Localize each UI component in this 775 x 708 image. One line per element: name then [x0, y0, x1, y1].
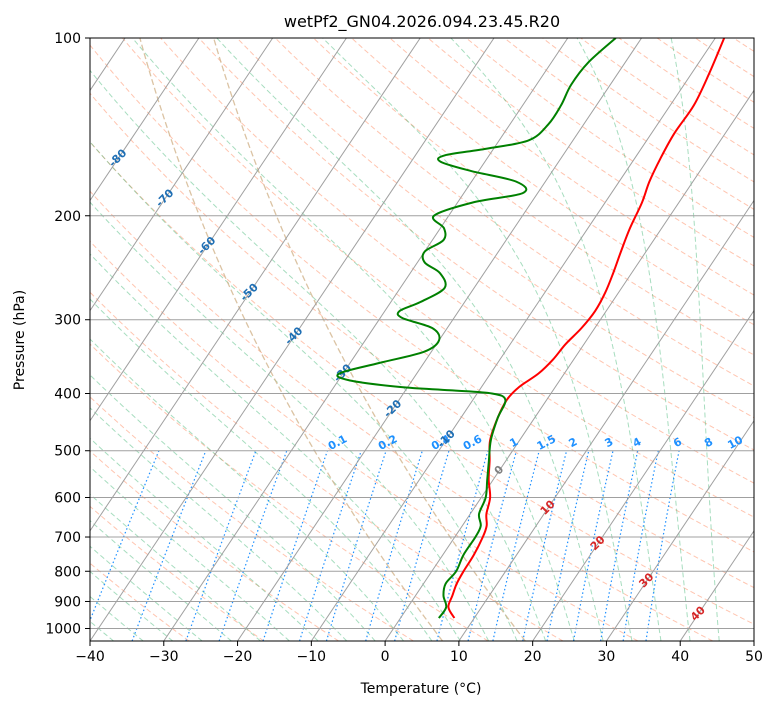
- dry-adiabat: [90, 92, 754, 589]
- moist-adiabat: [90, 201, 490, 641]
- dry-adiabat: [351, 38, 754, 326]
- moist-adiabat: [576, 38, 691, 641]
- temperature-profile-line: [447, 38, 726, 619]
- y-tick-label: 900: [54, 594, 81, 610]
- y-axis-label: Pressure (hPa): [12, 290, 28, 390]
- moist-adiabat: [670, 38, 720, 641]
- mixing-ratio-line: [298, 450, 362, 641]
- moist-adiabat: [90, 374, 376, 641]
- dry-adiabat: [90, 240, 639, 641]
- moist-adiabat: [90, 437, 319, 641]
- x-tick-label: −30: [149, 649, 179, 665]
- isotherm-line: [310, 38, 716, 641]
- moist-adiabat: [90, 298, 433, 641]
- moist-adiabat: [132, 38, 575, 641]
- isotherm-line: [90, 38, 200, 202]
- axes-ticks: −40 −30 −20 −10 0 10 20 30 40 50 100 200 300 400 500 60…: [45, 31, 763, 665]
- mixing-ratio-label: 10: [725, 433, 745, 452]
- mixing-ratio-line: [467, 450, 518, 641]
- y-tick-label: 400: [54, 387, 81, 403]
- dry-adiabat: [90, 396, 414, 641]
- moist-adiabat: [216, 38, 604, 641]
- grid-lines: [90, 38, 754, 641]
- dry-adiabat: [198, 38, 754, 451]
- x-axis-label: Temperature (°C): [360, 681, 482, 697]
- ccl-curve: [139, 38, 444, 641]
- isotherm-line: [384, 89, 754, 641]
- chart-title: wetPf2_GN04.2026.094.23.45.R20: [284, 12, 560, 32]
- moist-adiabat: [90, 253, 461, 641]
- y-tick-label: 200: [54, 209, 81, 225]
- x-tick-label: −10: [297, 649, 327, 665]
- moist-adiabats: [90, 38, 720, 641]
- y-tick-label: 300: [54, 313, 81, 329]
- x-tick-label: 20: [524, 649, 542, 665]
- mixing-ratio-line: [90, 450, 160, 622]
- moist-adiabat: [90, 69, 547, 641]
- moist-adiabat: [90, 466, 290, 641]
- moist-adiabat: [90, 493, 261, 641]
- moist-adiabat: [90, 141, 518, 641]
- moist-adiabat: [450, 38, 662, 641]
- dry-adiabat: [90, 190, 713, 641]
- x-tick-label: 50: [745, 649, 763, 665]
- dry-adiabat: [90, 44, 754, 553]
- plot-area: 0.10.20.40.611.52346810131620253036-100-…: [90, 38, 754, 641]
- dry-adiabats: [90, 38, 754, 641]
- mixing-ratio-line: [131, 450, 207, 641]
- mixing-ratio-line: [622, 450, 659, 641]
- mixing-ratio-line: [218, 450, 288, 641]
- x-tick-label: 10: [450, 649, 468, 665]
- y-tick-label: 100: [54, 31, 81, 47]
- ccl-curves: [139, 38, 526, 641]
- dry-adiabat: [274, 38, 754, 387]
- x-tick-label: −40: [75, 649, 105, 665]
- profile-lines: [336, 38, 726, 619]
- x-tick-label: −20: [223, 649, 253, 665]
- dry-adiabat: [427, 38, 754, 267]
- y-tick-label: 500: [54, 444, 81, 460]
- mixing-ratio-line: [365, 450, 423, 641]
- mixing-ratio-line: [436, 450, 489, 641]
- isotherm-line: [679, 529, 754, 641]
- isotherm-line: [90, 38, 495, 641]
- plot-frame: [89, 37, 755, 642]
- dry-adiabat: [465, 38, 754, 238]
- mixing-ratio-line: [325, 450, 387, 641]
- dry-adiabat: [122, 38, 754, 518]
- mixing-ratio-lines: [90, 450, 680, 641]
- isotherm-line: [90, 38, 274, 312]
- dry-adiabat: [580, 38, 754, 156]
- isotherm-line: [90, 38, 421, 532]
- dry-adiabat: [542, 38, 754, 183]
- isotherm-line: [458, 199, 754, 641]
- moist-adiabat: [322, 38, 633, 641]
- dewpoint-profile-line: [336, 38, 617, 619]
- y-tick-label: 600: [54, 490, 81, 506]
- mixing-ratio-line: [185, 450, 257, 641]
- isotherm-line: [90, 38, 347, 422]
- isotherm-line: [163, 38, 569, 641]
- x-tick-label: 30: [598, 649, 616, 665]
- isotherm-line: [606, 419, 754, 641]
- y-tick-label: 1000: [45, 621, 81, 637]
- y-tick-label: 700: [54, 530, 81, 546]
- mixing-ratio-line: [645, 450, 680, 641]
- y-tick-label: 800: [54, 564, 81, 580]
- mixing-ratio-line: [262, 450, 329, 641]
- x-tick-label: 40: [671, 649, 689, 665]
- mixing-ratio-line: [492, 450, 540, 641]
- isotherm-line: [532, 309, 754, 641]
- ccl-curve: [213, 38, 526, 641]
- moist-adiabat: [90, 519, 232, 641]
- dry-adiabat: [90, 291, 564, 641]
- x-tick-label: 0: [381, 649, 390, 665]
